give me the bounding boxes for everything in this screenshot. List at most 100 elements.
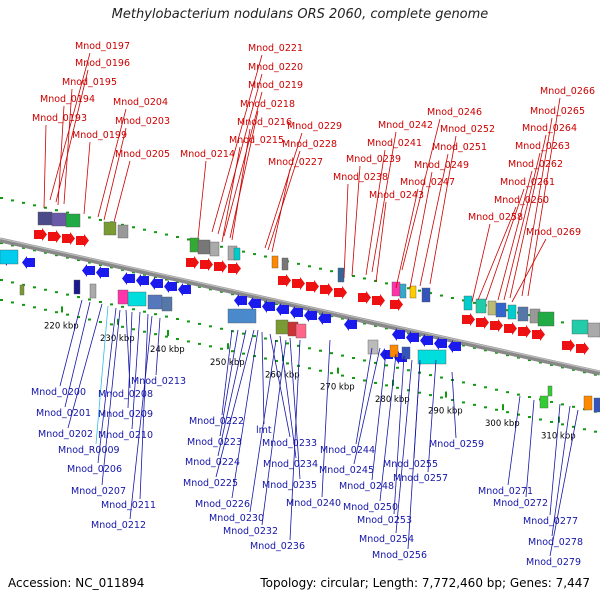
genome-backbone xyxy=(0,237,600,376)
reverse-gene-arrow xyxy=(150,277,163,290)
bottom-gene-leader-line xyxy=(507,395,521,486)
forward-gene-arrow xyxy=(358,291,371,304)
top-gene-leader-line xyxy=(395,188,419,289)
bottom-gene-label: Mnod_0272 xyxy=(493,498,548,509)
track-dot xyxy=(231,330,234,333)
track-dot xyxy=(132,328,135,331)
track-dot xyxy=(165,233,168,236)
track-dot xyxy=(297,262,300,265)
top-gene-leader-line xyxy=(371,131,397,273)
track-dot xyxy=(418,334,421,337)
track-dot xyxy=(418,391,421,394)
track-dot xyxy=(132,271,135,274)
bottom-gene-label: Mnod_0271 xyxy=(478,486,533,497)
gene-feature-box xyxy=(391,281,401,297)
track-dot xyxy=(253,355,256,358)
gene-feature-box xyxy=(271,255,279,269)
bottom-gene-label: Mnod_R0009 xyxy=(58,445,120,456)
track-dot xyxy=(473,301,476,304)
bottom-gene-leader-line xyxy=(231,329,259,499)
track-dot xyxy=(572,368,575,371)
forward-gene-arrow xyxy=(390,298,403,311)
gene-feature-box xyxy=(295,323,307,339)
tick-label: 290 kbp xyxy=(428,407,463,417)
top-gene-label: Mnod_0218 xyxy=(240,99,295,110)
track-dot xyxy=(264,255,267,258)
gene-feature-box xyxy=(417,349,447,365)
bottom-gene-leader-line xyxy=(393,355,405,515)
track-dot xyxy=(275,302,278,305)
tick-label: 300 kbp xyxy=(485,419,520,429)
tick-label: 310 kbp xyxy=(541,432,576,442)
track-dot xyxy=(99,263,102,266)
reverse-gene-arrow xyxy=(136,274,149,287)
bottom-gene-label: Mnod_0206 xyxy=(67,464,122,475)
track-dot xyxy=(484,386,487,389)
forward-gene-arrow xyxy=(532,328,545,341)
track-dot xyxy=(99,300,102,303)
gene-feature-box xyxy=(463,295,473,311)
track-dot xyxy=(396,366,399,369)
track-dot xyxy=(319,267,322,270)
track-dot xyxy=(99,320,102,323)
tick-label: 270 kbp xyxy=(320,383,355,393)
track-dot xyxy=(550,420,553,423)
bottom-gene-leader-line xyxy=(215,329,255,478)
bottom-gene-label: lmt xyxy=(256,425,272,436)
top-gene-label: Mnod_0242 xyxy=(378,120,433,131)
forward-gene-arrow xyxy=(62,232,75,245)
bottom-gene-label: Mnod_0279 xyxy=(526,557,581,568)
track-dot xyxy=(11,281,14,284)
track-dot xyxy=(209,288,212,291)
reverse-gene-arrow xyxy=(344,318,357,331)
bottom-gene-label: Mnod_0277 xyxy=(523,516,578,527)
track-dot xyxy=(319,312,322,315)
bottom-gene-leader-line xyxy=(131,311,141,430)
bottom-gene-leader-line xyxy=(261,331,265,425)
top-gene-leader-line xyxy=(217,73,263,235)
track-dot xyxy=(352,357,355,360)
bottom-gene-leader-line xyxy=(155,317,161,376)
top-gene-leader-line xyxy=(351,165,361,277)
top-gene-leader-line xyxy=(503,152,541,301)
top-gene-label: Mnod_0221 xyxy=(248,43,303,54)
track-dot xyxy=(0,299,3,301)
track-dot xyxy=(143,310,146,313)
track-dot xyxy=(506,354,509,357)
track-dot xyxy=(572,405,575,408)
top-gene-leader-line xyxy=(401,118,441,271)
track-dot xyxy=(110,303,113,306)
track-dot xyxy=(143,228,146,231)
forward-gene-arrow xyxy=(462,313,475,326)
forward-gene-arrow xyxy=(278,274,291,287)
forward-gene-arrow xyxy=(76,234,89,247)
track-dot xyxy=(297,344,300,347)
tick-label: 250 kbp xyxy=(210,358,245,368)
top-gene-leader-line xyxy=(211,54,263,233)
top-gene-leader-line xyxy=(497,170,533,301)
track-dot xyxy=(264,337,267,340)
track-dot xyxy=(440,396,443,399)
track-dot xyxy=(154,313,157,316)
top-gene-label: Mnod_0260 xyxy=(494,195,549,206)
reverse-gene-arrow xyxy=(96,266,109,279)
top-gene-label: Mnod_0252 xyxy=(440,124,495,135)
bottom-gene-leader-line xyxy=(59,299,83,387)
bottom-gene-leader-line xyxy=(101,309,121,486)
top-gene-label: Mnod_0262 xyxy=(508,159,563,170)
gene-feature-box xyxy=(117,224,129,239)
track-dot xyxy=(242,250,245,253)
gene-feature-box xyxy=(571,319,589,335)
top-gene-leader-line xyxy=(49,52,91,201)
bottom-gene-leader-line xyxy=(217,329,247,457)
track-dot xyxy=(429,394,432,397)
track-dot xyxy=(517,393,520,396)
bottom-gene-leader-line xyxy=(127,311,133,409)
top-gene-leader-line xyxy=(63,88,73,205)
top-gene-label: Mnod_0264 xyxy=(522,123,577,134)
track-dot xyxy=(561,423,564,426)
bottom-gene-label: Mnod_0233 xyxy=(262,438,317,449)
track-dot xyxy=(143,330,146,333)
tick-label: 220 kbp xyxy=(44,321,79,331)
